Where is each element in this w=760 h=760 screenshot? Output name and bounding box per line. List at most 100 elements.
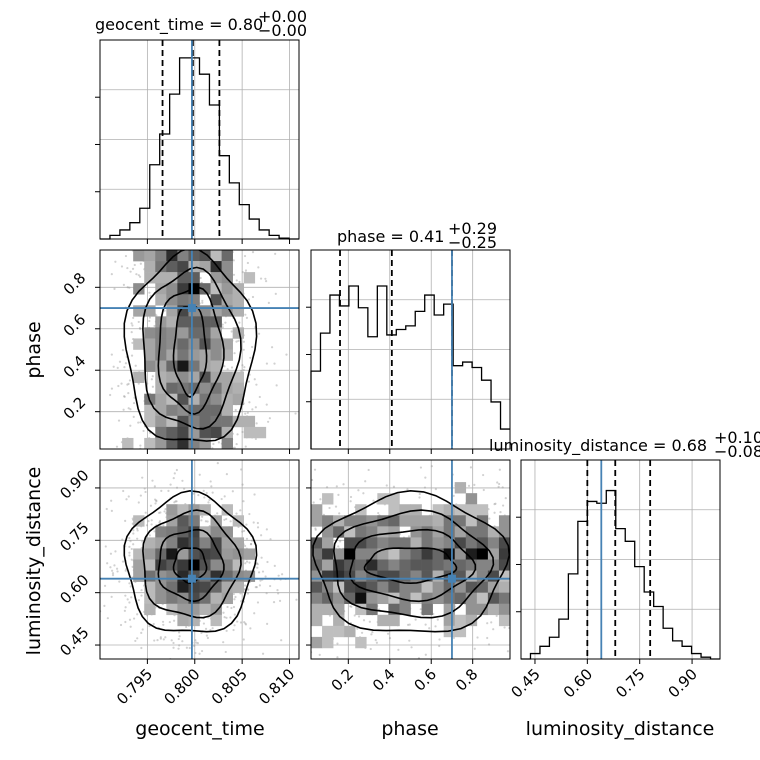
sample-point [488,517,491,520]
density-cell [155,526,167,538]
sample-point [235,279,238,282]
sample-point [241,364,244,367]
sample-point [206,636,210,640]
density-cell [322,493,334,505]
sample-point [255,562,258,565]
sample-point [173,501,176,504]
contour-level-2 [142,266,242,430]
density-cell [210,360,222,372]
density-cell [344,537,356,549]
density-cell [166,283,178,295]
density-cell [443,592,456,605]
density-cell [399,559,411,571]
density-cell [199,415,211,428]
sample-point [250,539,254,542]
density-cell [199,504,211,516]
sample-point [137,599,140,602]
density-cell [210,581,222,593]
sample-point [492,628,495,631]
sample-point [141,540,144,543]
sample-point [277,574,280,577]
density-cell [210,592,222,605]
sample-point [247,588,250,591]
density-cell [221,426,233,439]
sample-point [258,395,261,399]
density-cell [443,526,456,538]
y-tick-label: 0.45 [56,623,92,659]
sample-point [172,477,175,480]
density-cell [210,526,222,538]
sample-point [200,631,203,634]
density-cell [177,437,189,449]
sample-point [140,646,143,650]
sample-point [125,498,128,501]
sample-point [129,270,132,273]
sample-point [201,301,204,304]
sample-point [281,573,284,576]
density-cell [333,526,345,538]
sample-point [149,504,153,507]
density-cell [177,581,189,593]
density-cell [177,349,189,361]
density-cell [210,349,222,361]
diag-panel-phase [306,249,511,454]
sample-point [178,644,181,647]
sample-point [312,435,314,437]
density-cell [476,581,489,593]
density-cell [177,371,189,383]
density-cell [188,338,200,350]
sample-point [362,492,365,495]
sample-point [127,382,130,386]
sample-point [266,560,269,564]
density-cell [232,294,245,306]
sample-point [200,649,204,653]
sample-point [356,627,359,630]
sample-point [204,627,208,630]
title-phase-plus: +0.29 [448,219,497,238]
xlabel-luminosity-distance: luminosity_distance [526,718,715,740]
sample-point [132,543,135,546]
sample-point [424,476,427,479]
density-cell [144,415,156,428]
sample-point [206,520,209,523]
density-cell [410,592,422,605]
sample-point [159,636,162,639]
sample-point [255,586,258,589]
density-cell [377,559,389,571]
sample-point [487,643,491,646]
sample-point [138,326,142,330]
density-cell [355,537,367,549]
density-cell [155,559,167,571]
sample-point [408,663,410,665]
density-cell [177,261,189,273]
xlabel-phase: phase [381,718,438,740]
density-cell [388,570,400,582]
sample-point [185,646,188,649]
sample-point [137,320,140,324]
sample-point [274,292,277,295]
density-cell [487,537,500,549]
sample-point [223,518,226,521]
sample-point [130,354,134,357]
sample-point [503,626,506,629]
diag-panel-geocent-time [95,39,300,244]
panel-frame [520,459,721,660]
sample-point [128,286,131,289]
sample-point [129,408,132,411]
sample-point [136,527,139,530]
density-cell [322,570,334,582]
density-cell [377,614,389,627]
sample-point [121,560,125,563]
density-cell [243,548,256,560]
density-cell [188,603,200,616]
sample-point [112,365,115,368]
density-cell [155,338,167,350]
density-cell [421,559,433,571]
x-tick-label: 0.805 [208,665,251,708]
sample-point [493,511,496,514]
sample-point [294,412,297,415]
density-cell [155,250,167,262]
title-geocent-time-minus: −0.00 [258,21,307,40]
density-cell [443,581,456,593]
sample-point [121,538,124,541]
